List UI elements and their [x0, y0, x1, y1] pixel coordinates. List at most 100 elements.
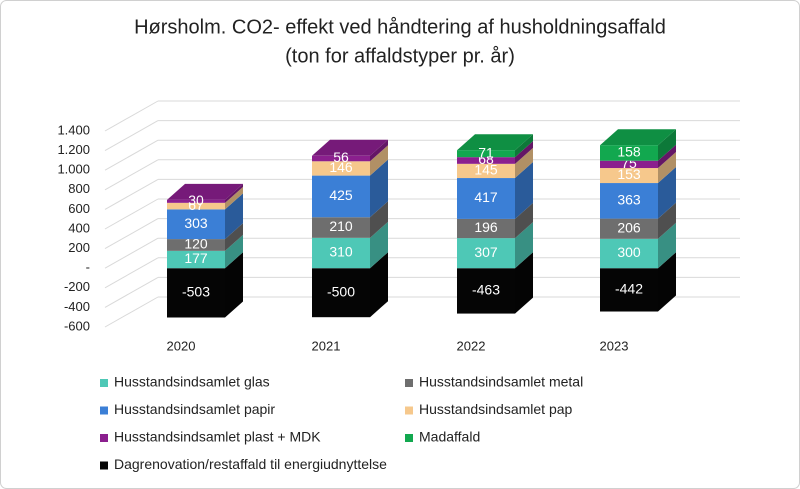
bar-side — [658, 144, 676, 169]
bar — [600, 268, 658, 312]
bar-side — [515, 141, 533, 164]
grid-line — [104, 120, 159, 152]
grid-line — [104, 198, 159, 230]
bar-top — [312, 139, 388, 156]
bar — [600, 238, 658, 269]
bar — [312, 161, 370, 176]
chart-title: Hørsholm. CO2- effekt ved håndtering af … — [134, 16, 666, 38]
grid-line — [104, 139, 159, 171]
value-label: -503 — [182, 284, 210, 300]
bar — [600, 145, 658, 161]
bar-side — [225, 186, 243, 210]
legend-swatch — [100, 434, 108, 442]
bar — [457, 157, 515, 164]
bar — [600, 183, 658, 219]
bar — [457, 268, 515, 314]
bar-side — [658, 129, 676, 161]
legend-swatch — [405, 379, 413, 387]
bar-side — [225, 252, 243, 318]
value-label: 363 — [617, 192, 641, 208]
value-label: -442 — [615, 281, 643, 297]
y-tick-label: 200 — [68, 240, 90, 255]
legend-swatch — [405, 434, 413, 442]
x-tick-label: 2022 — [457, 338, 486, 353]
bar — [457, 238, 515, 269]
legend-swatch — [100, 379, 108, 387]
value-label: 300 — [617, 244, 641, 260]
legend-label: Husstandsindsamlet papir — [114, 401, 275, 417]
bar-top — [600, 129, 676, 146]
bar — [167, 209, 225, 240]
legend-label: Husstandsindsamlet plast + MDK — [114, 429, 321, 445]
value-label: 153 — [617, 166, 641, 182]
bar — [312, 237, 370, 269]
value-label: 177 — [184, 250, 208, 266]
bar-side — [225, 193, 243, 240]
y-tick-label: -600 — [64, 318, 90, 333]
bar — [600, 168, 658, 184]
bar-side — [370, 139, 388, 162]
y-tick-label: 400 — [68, 220, 90, 235]
y-tick-label: - — [86, 260, 90, 275]
bar-side — [515, 147, 533, 179]
legend-swatch — [100, 406, 108, 415]
value-label: 425 — [329, 187, 353, 203]
bar-top — [457, 134, 533, 151]
bar — [457, 178, 515, 219]
bar-side — [658, 167, 676, 219]
bar-side — [370, 145, 388, 176]
y-tick-label: 800 — [68, 181, 90, 196]
y-tick-label: 600 — [68, 201, 90, 216]
bar — [312, 155, 370, 162]
grid-line — [104, 296, 159, 328]
bar — [167, 239, 225, 251]
value-label: -500 — [327, 283, 355, 299]
bar-side — [515, 134, 533, 158]
bar-side — [225, 183, 243, 203]
legend-swatch — [100, 461, 108, 470]
bar — [312, 217, 370, 238]
grid-line — [104, 237, 159, 269]
bar-side — [370, 159, 388, 218]
bar-side — [515, 222, 533, 269]
value-label: 158 — [617, 144, 641, 160]
value-label: 145 — [474, 162, 498, 178]
value-label: 303 — [184, 215, 208, 231]
bar-top — [167, 183, 243, 200]
bar-side — [515, 252, 533, 314]
bar-side — [370, 201, 388, 238]
bar-side — [658, 252, 676, 312]
grid-line — [104, 257, 159, 289]
value-label: -463 — [472, 282, 500, 298]
bar-side — [225, 223, 243, 251]
legend-label: Husstandsindsamlet metal — [419, 374, 583, 390]
value-label: 71 — [478, 144, 494, 160]
x-tick-label: 2021 — [312, 338, 341, 353]
bar — [457, 218, 515, 239]
y-tick-label: 1.400 — [57, 122, 90, 137]
y-tick-label: 1.200 — [57, 142, 90, 157]
chart-subtitle: (ton for affaldstyper pr. år) — [285, 45, 515, 67]
bar — [167, 202, 225, 210]
bar-side — [658, 202, 676, 239]
grid-line — [104, 100, 159, 132]
bar — [167, 268, 225, 318]
y-tick-label: 1.000 — [57, 162, 90, 177]
bar — [167, 199, 225, 203]
bar — [457, 150, 515, 158]
bar — [457, 163, 515, 179]
grid-line — [104, 178, 159, 210]
value-label: 310 — [329, 244, 353, 260]
grid-line — [104, 218, 159, 250]
bar-side — [515, 162, 533, 219]
value-label: 56 — [333, 149, 349, 165]
legend-label: Madaffald — [419, 429, 480, 445]
value-label: 146 — [329, 159, 353, 175]
x-tick-label: 2020 — [167, 338, 196, 353]
bar-side — [370, 252, 388, 318]
bar-side — [515, 202, 533, 239]
grid-line — [104, 276, 159, 308]
bar — [167, 250, 225, 269]
legend-label: Husstandsindsamlet pap — [419, 401, 573, 417]
